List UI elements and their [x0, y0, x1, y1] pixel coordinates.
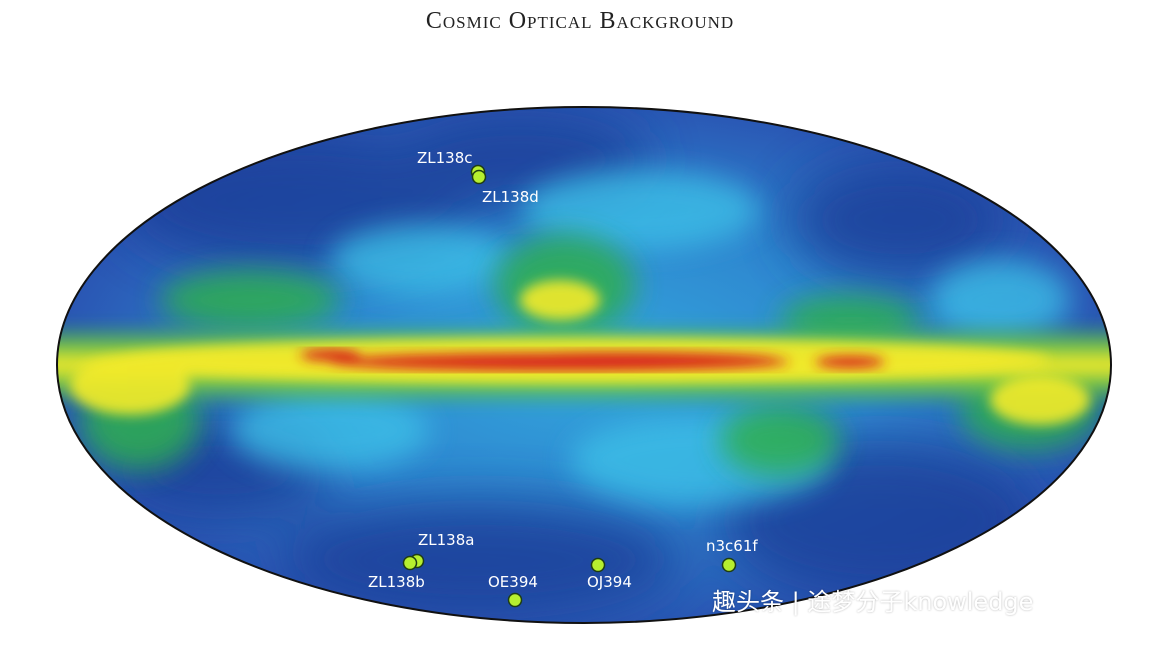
map-title: Cosmic Optical Background: [425, 8, 735, 34]
field-label-n3c61f: n3c61f: [706, 537, 758, 555]
field-label-oe394: OE394: [488, 573, 538, 591]
sky-map-border: [56, 106, 1112, 624]
field-label-zl138c: ZL138c: [417, 149, 473, 167]
field-marker-zl138d[interactable]: ZL138d: [471, 169, 539, 207]
field-marker-oj394[interactable]: OJ394: [587, 557, 632, 592]
field-label-oj394: OJ394: [587, 573, 632, 591]
field-marker-zl138b[interactable]: ZL138b: [368, 555, 425, 592]
field-label-zl138b: ZL138b: [368, 573, 425, 591]
field-marker-n3c61f[interactable]: n3c61f: [706, 537, 758, 573]
field-label-zl138d: ZL138d: [482, 188, 539, 206]
field-marker-oe394[interactable]: OE394: [488, 573, 538, 608]
sky-intensity-field: [57, 107, 1111, 623]
field-label-zl138a: ZL138a: [418, 531, 474, 549]
watermark-text: 趣头条 | 途梦分子knowledge: [712, 588, 1034, 616]
